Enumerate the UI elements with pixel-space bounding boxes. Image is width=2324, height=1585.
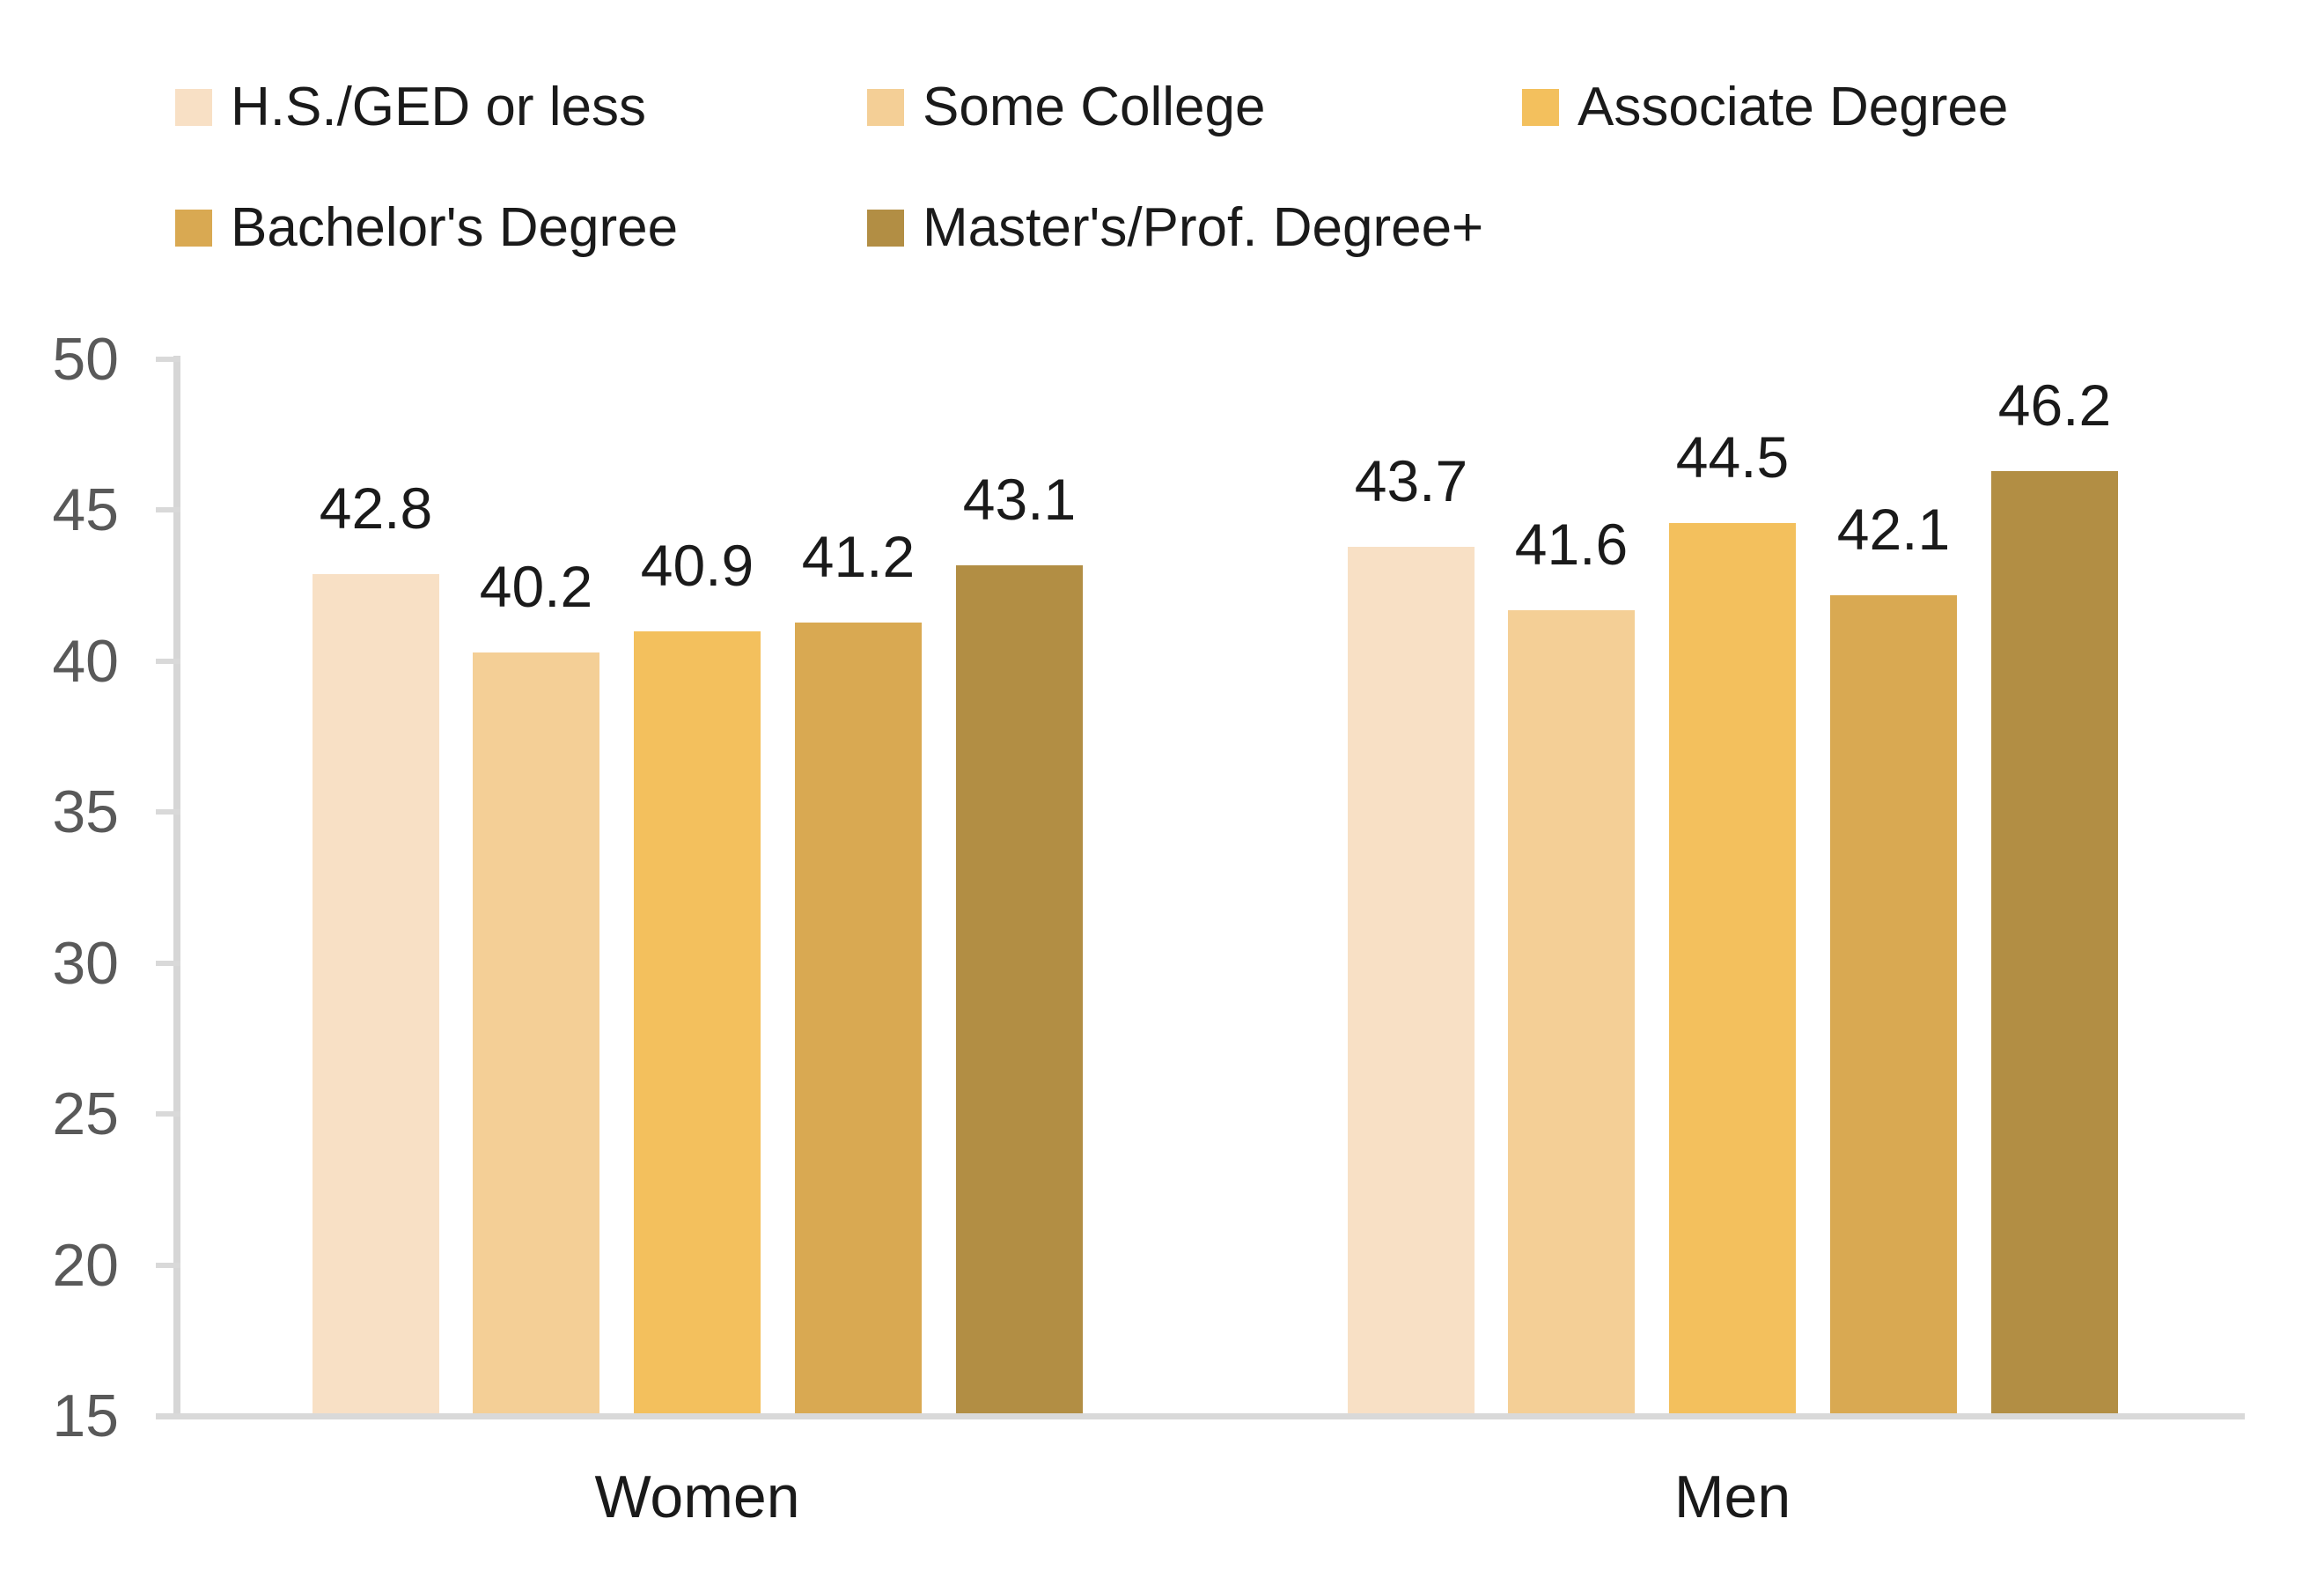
- legend-label: Some College: [923, 77, 1266, 137]
- y-tick-label: 25: [52, 1080, 119, 1147]
- y-tick-mark: [156, 961, 180, 966]
- bar-value-label: 40.2: [479, 554, 593, 619]
- x-axis-line: [156, 1413, 2245, 1419]
- bar-value-label: 44.5: [1675, 424, 1790, 490]
- bar-value-label: 42.8: [319, 476, 433, 541]
- bar-value-label: 46.2: [1997, 372, 2112, 438]
- legend-swatch: [867, 89, 904, 126]
- legend-label: H.S./GED or less: [231, 77, 646, 137]
- legend-swatch: [867, 210, 904, 247]
- y-tick-mark: [156, 507, 180, 512]
- legend-swatch: [1522, 89, 1559, 126]
- bar-value-label: 43.7: [1354, 448, 1468, 513]
- bar: [473, 652, 599, 1413]
- y-tick-mark: [156, 357, 180, 362]
- y-tick-label: 40: [52, 628, 119, 695]
- y-tick-mark: [156, 659, 180, 664]
- bar: [795, 623, 922, 1413]
- bar-value-label: 43.1: [962, 467, 1077, 532]
- bar: [1508, 610, 1635, 1413]
- legend-swatch: [175, 89, 212, 126]
- legend-label: Bachelor's Degree: [231, 197, 679, 258]
- y-axis-line: [173, 356, 180, 1419]
- bar: [1991, 471, 2118, 1413]
- bar: [1348, 547, 1475, 1413]
- category-label: Women: [594, 1463, 800, 1530]
- y-tick-label: 20: [52, 1232, 119, 1299]
- legend-swatch: [175, 210, 212, 247]
- bar: [634, 631, 761, 1413]
- y-tick-label: 15: [52, 1382, 119, 1449]
- y-tick-label: 45: [52, 476, 119, 543]
- y-tick-label: 50: [52, 326, 119, 393]
- bar: [1830, 595, 1957, 1413]
- y-tick-mark: [156, 1111, 180, 1117]
- category-label: Men: [1673, 1463, 1791, 1530]
- y-tick-label: 35: [52, 778, 119, 845]
- bar-value-label: 41.6: [1514, 512, 1629, 577]
- legend-label: Associate Degree: [1578, 77, 2009, 137]
- bar: [956, 565, 1083, 1413]
- y-tick-label: 30: [52, 930, 119, 997]
- bar-value-label: 42.1: [1836, 497, 1951, 562]
- legend-label: Master's/Prof. Degree+: [923, 197, 1484, 258]
- bar: [1669, 523, 1796, 1413]
- bar-value-label: 41.2: [801, 524, 916, 589]
- bar-value-label: 40.9: [640, 533, 754, 598]
- bar: [313, 574, 439, 1413]
- y-tick-mark: [156, 809, 180, 815]
- y-tick-mark: [156, 1263, 180, 1268]
